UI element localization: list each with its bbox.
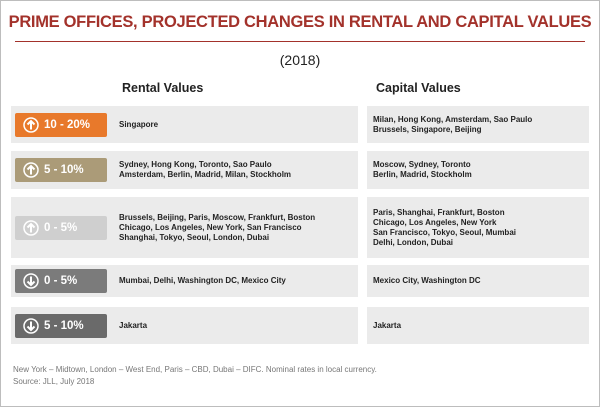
arrow	[26, 321, 36, 331]
change-label: 0 - 5%	[44, 275, 78, 287]
city-line: Jakarta	[373, 320, 402, 330]
city-line: Chicago, Los Angeles, New York	[373, 217, 497, 227]
arrow-circle	[23, 273, 39, 289]
city-line: Brussels, Beijing, Paris, Moscow, Frankf…	[119, 212, 316, 222]
city-line: Shanghai, Tokyo, Seoul, London, Dubai	[119, 232, 270, 242]
capital-cell: Paris, Shanghai, Frankfurt, Boston Chicag…	[367, 197, 589, 258]
arrow-icon	[23, 162, 39, 178]
change-badge: 5 - 10%	[15, 313, 107, 338]
city-line: Paris, Shanghai, Frankfurt, Boston	[373, 207, 505, 217]
column-header: Rental Values	[122, 81, 204, 95]
change-label: 5 - 10%	[44, 164, 84, 176]
rental-cell: 0 - 5% Brussels, Beijing, Paris, Moscow, …	[11, 197, 358, 258]
capital-cell: Mexico City, Washington DC	[367, 265, 589, 297]
arrow	[26, 222, 36, 232]
change-badge: 0 - 5%	[15, 269, 107, 293]
arrow-circle	[23, 219, 39, 236]
arrow-icon	[23, 317, 39, 334]
arrow-icon	[23, 116, 39, 133]
arrow-circle	[23, 162, 39, 178]
city-line: Brussels, Singapore, Beijing	[373, 124, 482, 134]
city-line: San Francisco, Tokyo, Seoul, Mumbai	[373, 227, 516, 237]
city-line: Delhi, London, Dubai	[373, 237, 453, 247]
change-badge: 10 - 20%	[15, 112, 107, 137]
city-line: Singapore	[119, 119, 159, 129]
change-label: 0 - 5%	[44, 221, 78, 234]
capital-cell: Jakarta	[367, 307, 589, 344]
city-line: Berlin, Madrid, Stockholm	[373, 170, 472, 179]
rental-cell: 0 - 5% Mumbai, Delhi, Washington DC, Mexi…	[11, 265, 358, 297]
subtitle: (2018)	[279, 52, 321, 68]
capital-cell: Milan, Hong Kong, Amsterdam, Sao Paulo Br…	[367, 106, 589, 143]
city-line: Mexico City, Washington DC	[373, 276, 481, 285]
city-line: Chicago, Los Angeles, New York, San Fran…	[119, 222, 302, 232]
rental-cell: 5 - 10% Sydney, Hong Kong, Toronto, Sao P…	[11, 151, 358, 189]
rental-cell: 10 - 20% Singapore	[11, 106, 358, 143]
arrow-circle	[23, 116, 39, 133]
change-label: 10 - 20%	[44, 118, 91, 131]
title: PRIME OFFICES, PROJECTED CHANGES IN RENT…	[8, 13, 592, 31]
arrow	[26, 119, 36, 129]
capital-cell: Moscow, Sydney, Toronto Berlin, Madrid, S…	[367, 151, 589, 189]
arrow	[26, 276, 36, 287]
city-line: Mumbai, Delhi, Washington DC, Mexico Cit…	[119, 276, 286, 285]
arrow-icon	[23, 219, 39, 236]
city-line: Jakarta	[119, 320, 148, 330]
city-line: Amsterdam, Berlin, Madrid, Milan, Stockh…	[119, 170, 292, 179]
footnote: Source: JLL, July 2018	[13, 377, 95, 386]
city-line: Moscow, Sydney, Toronto	[373, 160, 471, 169]
arrow	[26, 164, 36, 175]
change-label: 5 - 10%	[44, 319, 84, 332]
arrow-circle	[23, 317, 39, 334]
city-line: Milan, Hong Kong, Amsterdam, Sao Paulo	[373, 114, 533, 124]
column-header: Capital Values	[376, 81, 461, 95]
footnote: New York – Midtown, London – West End, P…	[13, 365, 377, 374]
change-badge: 5 - 10%	[15, 158, 107, 182]
arrow-icon	[23, 273, 39, 289]
change-badge: 0 - 5%	[15, 215, 107, 240]
city-line: Sydney, Hong Kong, Toronto, Sao Paulo	[119, 160, 272, 169]
title-rule	[15, 41, 585, 42]
rental-cell: 5 - 10% Jakarta	[11, 307, 358, 344]
